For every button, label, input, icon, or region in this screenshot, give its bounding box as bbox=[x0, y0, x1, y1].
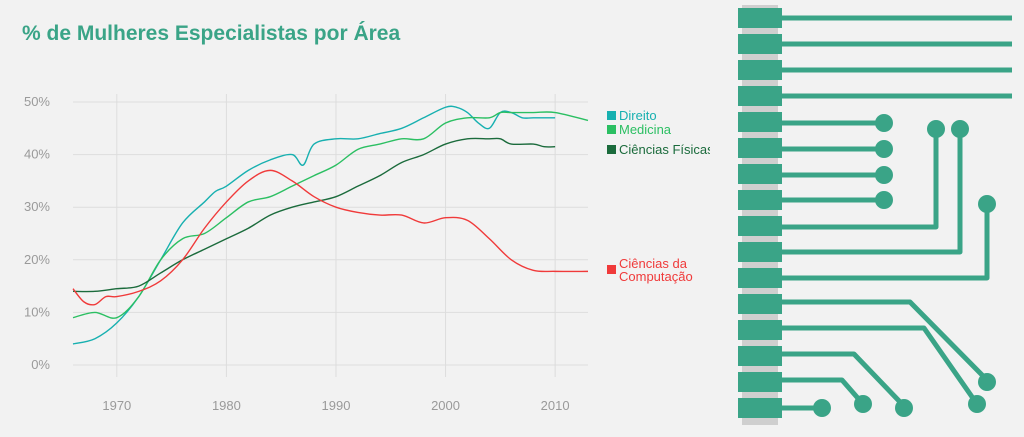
y-tick-label: 30% bbox=[24, 199, 50, 214]
circuit-node bbox=[854, 395, 872, 413]
circuit-node bbox=[927, 120, 945, 138]
legend-marker bbox=[607, 145, 616, 154]
circuit-node bbox=[968, 395, 986, 413]
circuit-pad bbox=[738, 164, 782, 184]
legend-label: Direito bbox=[619, 108, 657, 123]
circuit-node bbox=[875, 191, 893, 209]
line-chart: 0% 10% 20% 30% 40% 50% 1970 1980 1990 2000 2010 Di… bbox=[24, 94, 710, 413]
circuit-trace bbox=[782, 129, 963, 255]
x-tick-label: 1970 bbox=[102, 398, 131, 413]
circuit-pad bbox=[738, 190, 782, 210]
circuit-node bbox=[875, 114, 893, 132]
circuit-node bbox=[895, 399, 913, 417]
circuit-trace bbox=[782, 351, 904, 406]
circuit-pad bbox=[738, 242, 782, 262]
circuit-node bbox=[875, 140, 893, 158]
circuit-pad bbox=[738, 138, 782, 158]
circuit-pad bbox=[738, 268, 782, 288]
circuit-node bbox=[978, 373, 996, 391]
circuit-node bbox=[875, 166, 893, 184]
x-tick-label: 2000 bbox=[431, 398, 460, 413]
circuit-pad bbox=[738, 320, 782, 340]
circuit-pad bbox=[738, 398, 782, 418]
circuit-trace bbox=[782, 325, 980, 406]
y-tick-label: 0% bbox=[31, 357, 50, 372]
x-tick-label: 2010 bbox=[541, 398, 570, 413]
y-tick-label: 10% bbox=[24, 304, 50, 319]
circuit-node bbox=[951, 120, 969, 138]
circuit-node bbox=[813, 399, 831, 417]
circuit-pad bbox=[738, 60, 782, 80]
circuit-pad bbox=[738, 112, 782, 132]
legend-label: Ciências Físicas bbox=[619, 142, 710, 157]
circuit-trace bbox=[782, 377, 865, 406]
circuit-board-decoration bbox=[738, 5, 1012, 425]
y-tick-label: 50% bbox=[24, 94, 50, 109]
legend-direito: Direito bbox=[607, 108, 657, 123]
circuit-node bbox=[978, 195, 996, 213]
circuit-trace bbox=[782, 204, 990, 281]
y-tick-label: 40% bbox=[24, 147, 50, 162]
circuit-pad bbox=[738, 294, 782, 314]
legend-label: Medicina bbox=[619, 122, 672, 137]
series-line-ciencias-computacao bbox=[72, 169, 589, 306]
circuit-pad bbox=[738, 216, 782, 236]
y-tick-label: 20% bbox=[24, 252, 50, 267]
series-line-ciencias-fisicas bbox=[72, 137, 556, 293]
circuit-pad bbox=[738, 8, 782, 28]
circuit-pad bbox=[738, 346, 782, 366]
circuit-pad bbox=[738, 86, 782, 106]
series-line-direito bbox=[72, 105, 556, 345]
legend-ciencias-computacao: Ciências da Computação bbox=[607, 256, 693, 284]
legend-medicina: Medicina bbox=[607, 122, 672, 137]
legend-ciencias-fisicas: Ciências Físicas bbox=[607, 142, 710, 157]
x-tick-label: 1990 bbox=[322, 398, 351, 413]
circuit-trace bbox=[782, 129, 939, 230]
chart-title: % de Mulheres Especialistas por Área bbox=[22, 22, 401, 45]
circuit-trace bbox=[782, 299, 989, 382]
legend-label: Ciências da Computação bbox=[619, 256, 693, 284]
legend-marker bbox=[607, 111, 616, 120]
legend-marker bbox=[607, 125, 616, 134]
circuit-pad bbox=[738, 372, 782, 392]
circuit-pad bbox=[738, 34, 782, 54]
series-line-medicina bbox=[72, 111, 589, 319]
x-tick-label: 1980 bbox=[212, 398, 241, 413]
legend-marker bbox=[607, 265, 616, 274]
